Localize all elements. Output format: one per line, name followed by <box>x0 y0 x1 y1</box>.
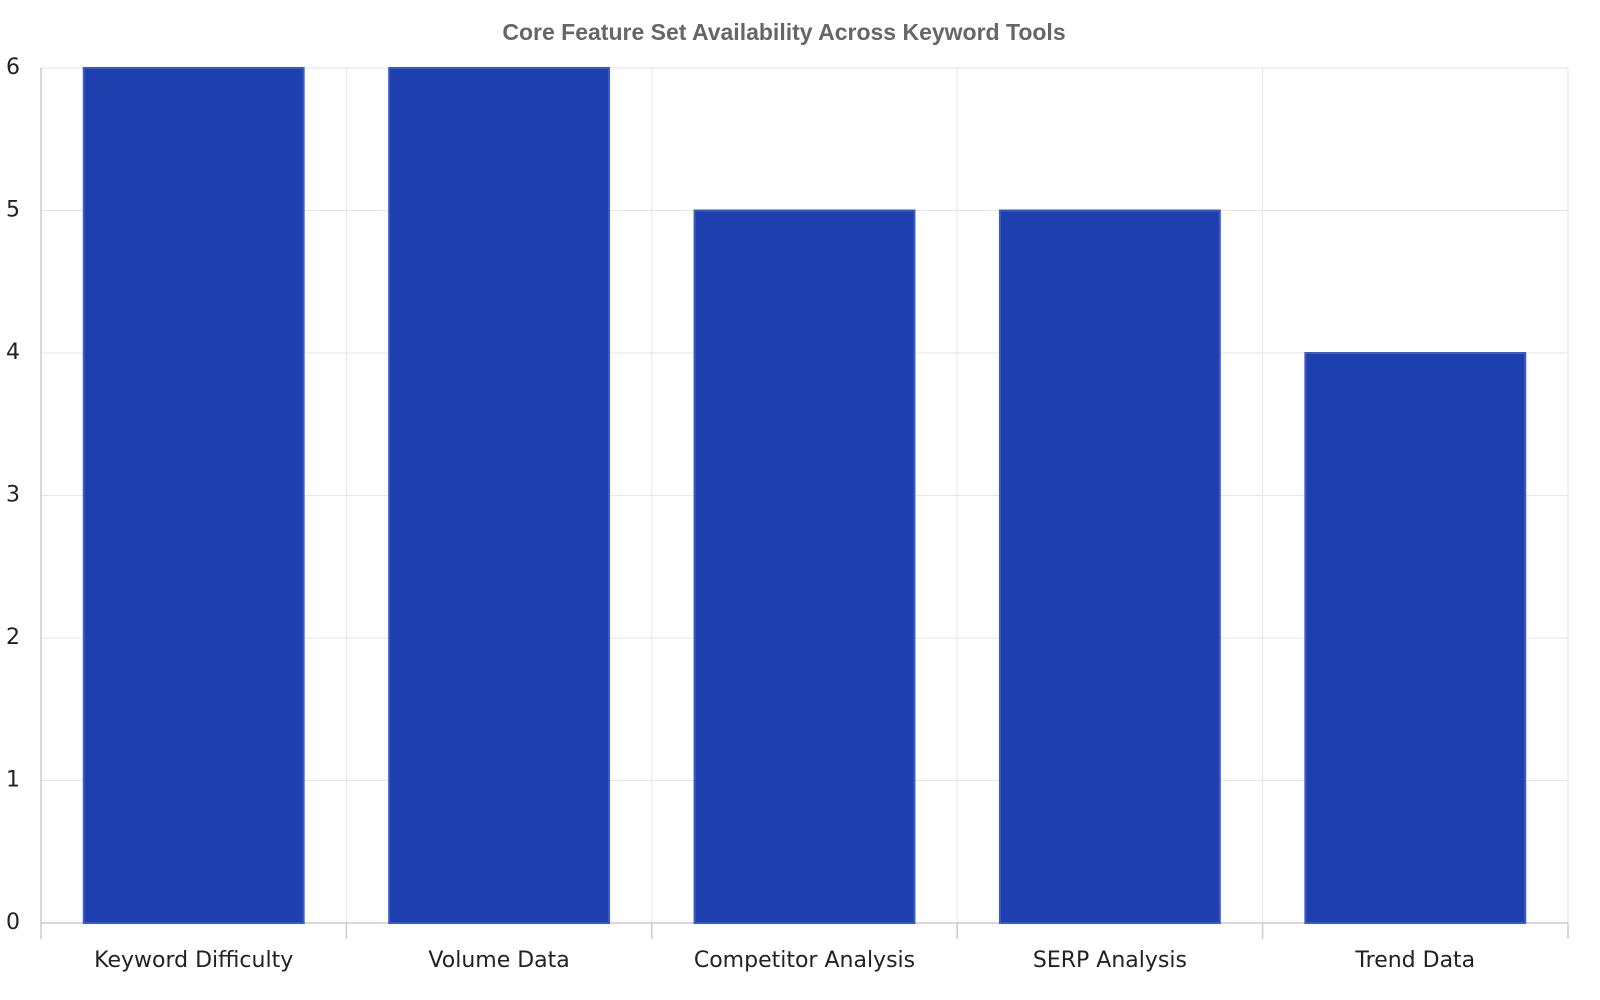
y-tick-label: 2 <box>6 625 20 650</box>
x-tick-label: Keyword Difficulty <box>94 948 293 973</box>
y-tick-label: 1 <box>6 768 20 793</box>
y-tick-label: 0 <box>6 910 20 935</box>
bar <box>1304 352 1527 924</box>
x-tick-label: SERP Analysis <box>1033 948 1187 973</box>
x-tick-label: Trend Data <box>1354 948 1475 973</box>
bar <box>693 209 916 924</box>
chart-title: Core Feature Set Availability Across Key… <box>502 19 1065 45</box>
y-tick-label: 4 <box>6 340 20 365</box>
y-tick-label: 5 <box>6 198 20 223</box>
y-tick-label: 3 <box>6 483 20 508</box>
x-tick-label: Competitor Analysis <box>694 948 915 973</box>
bar <box>388 67 611 924</box>
bar <box>82 67 305 924</box>
x-tick-label: Volume Data <box>428 948 569 973</box>
bar <box>998 209 1221 924</box>
y-tick-label: 6 <box>6 55 20 80</box>
